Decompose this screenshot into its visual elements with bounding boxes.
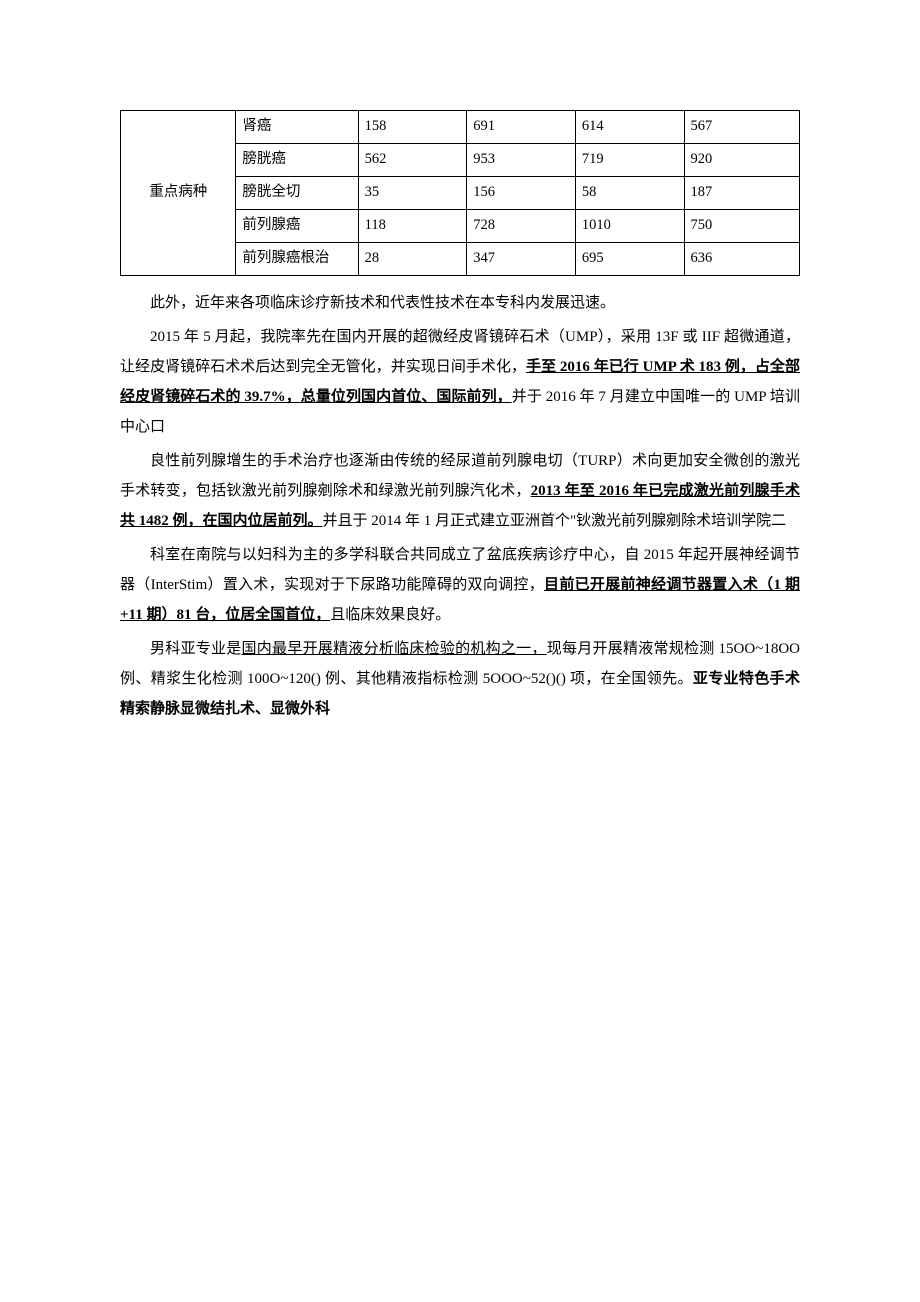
cell: 158 xyxy=(358,111,467,144)
underline-text: 国内最早开展精液分析临床检验的机构之一， xyxy=(242,641,547,657)
cell: 636 xyxy=(684,243,799,276)
cell: 膀胱全切 xyxy=(236,177,358,210)
paragraph-2: 2015 年 5 月起，我院率先在国内开展的超微经皮肾镜碎石术（UMP），采用 … xyxy=(120,322,800,442)
cell: 前列腺癌根治 xyxy=(236,243,358,276)
cell: 614 xyxy=(575,111,684,144)
text: 且临床效果良好。 xyxy=(330,607,450,623)
text: 并且于 2014 年 1 月正式建立亚洲首个"钬激光前列腺剜除术培训学院二 xyxy=(323,513,787,529)
cell: 347 xyxy=(467,243,576,276)
cell: 前列腺癌 xyxy=(236,210,358,243)
table-row: 重点病种 肾癌 158 691 614 567 xyxy=(121,111,800,144)
cell: 187 xyxy=(684,177,799,210)
cell: 719 xyxy=(575,144,684,177)
text: 此外，近年来各项临床诊疗新技术和代表性技术在本专科内发展迅速。 xyxy=(150,295,615,311)
cell: 肾癌 xyxy=(236,111,358,144)
cell: 695 xyxy=(575,243,684,276)
cell: 728 xyxy=(467,210,576,243)
paragraph-4: 科室在南院与以妇科为主的多学科联合共同成立了盆底疾病诊疗中心，自 2015 年起… xyxy=(120,540,800,630)
text: 男科亚专业是 xyxy=(150,641,242,657)
paragraph-3: 良性前列腺增生的手术治疗也逐渐由传统的经尿道前列腺电切（TURP）术向更加安全微… xyxy=(120,446,800,536)
cell: 156 xyxy=(467,177,576,210)
cell: 58 xyxy=(575,177,684,210)
paragraph-1: 此外，近年来各项临床诊疗新技术和代表性技术在本专科内发展迅速。 xyxy=(120,288,800,318)
cell: 28 xyxy=(358,243,467,276)
cell: 691 xyxy=(467,111,576,144)
paragraph-5: 男科亚专业是国内最早开展精液分析临床检验的机构之一，现每月开展精液常规检测 15… xyxy=(120,634,800,724)
disease-table: 重点病种 肾癌 158 691 614 567 膀胱癌 562 953 719 … xyxy=(120,110,800,276)
cell: 膀胱癌 xyxy=(236,144,358,177)
cell: 920 xyxy=(684,144,799,177)
row-header: 重点病种 xyxy=(121,111,236,276)
cell: 953 xyxy=(467,144,576,177)
cell: 567 xyxy=(684,111,799,144)
cell: 35 xyxy=(358,177,467,210)
cell: 750 xyxy=(684,210,799,243)
cell: 1010 xyxy=(575,210,684,243)
cell: 562 xyxy=(358,144,467,177)
cell: 118 xyxy=(358,210,467,243)
